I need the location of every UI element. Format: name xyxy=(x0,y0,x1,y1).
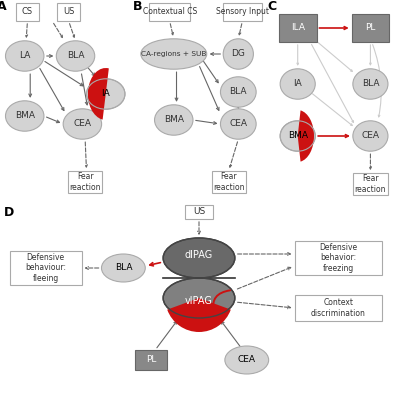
Wedge shape xyxy=(88,68,109,120)
FancyBboxPatch shape xyxy=(279,14,316,42)
Text: IA: IA xyxy=(101,90,110,98)
Ellipse shape xyxy=(223,39,254,69)
Text: Sensory Input: Sensory Input xyxy=(216,8,269,16)
Text: BMA: BMA xyxy=(164,116,184,124)
Ellipse shape xyxy=(353,69,388,99)
Text: Fear
reaction: Fear reaction xyxy=(213,172,244,192)
Ellipse shape xyxy=(353,121,388,151)
Text: BMA: BMA xyxy=(288,132,308,140)
Text: CEA: CEA xyxy=(73,120,92,128)
Text: DG: DG xyxy=(231,50,245,58)
Ellipse shape xyxy=(101,254,145,282)
FancyBboxPatch shape xyxy=(351,14,389,42)
FancyBboxPatch shape xyxy=(185,205,213,219)
Text: BLA: BLA xyxy=(362,80,379,88)
Text: C: C xyxy=(267,0,277,13)
Text: CEA: CEA xyxy=(238,356,256,364)
FancyBboxPatch shape xyxy=(223,3,261,21)
Ellipse shape xyxy=(86,79,125,109)
Ellipse shape xyxy=(280,69,315,99)
Text: Fear
reaction: Fear reaction xyxy=(355,174,386,194)
Text: ILA: ILA xyxy=(291,24,305,32)
Text: CA-regions + SUB: CA-regions + SUB xyxy=(141,51,207,57)
Ellipse shape xyxy=(225,346,269,374)
Ellipse shape xyxy=(154,105,193,135)
Ellipse shape xyxy=(280,121,315,151)
Text: B: B xyxy=(133,0,142,13)
FancyBboxPatch shape xyxy=(295,241,382,275)
Text: D: D xyxy=(4,206,14,219)
FancyBboxPatch shape xyxy=(211,171,246,193)
Ellipse shape xyxy=(6,41,44,71)
Text: US: US xyxy=(193,208,205,216)
FancyBboxPatch shape xyxy=(10,251,82,285)
FancyBboxPatch shape xyxy=(135,350,167,370)
Text: dlPAG: dlPAG xyxy=(185,250,213,260)
Text: CEA: CEA xyxy=(229,120,247,128)
Ellipse shape xyxy=(6,101,44,131)
Text: CS: CS xyxy=(22,8,33,16)
Text: IA: IA xyxy=(293,80,302,88)
Text: BMA: BMA xyxy=(15,112,35,120)
Text: Contextual CS: Contextual CS xyxy=(142,8,197,16)
Wedge shape xyxy=(298,110,314,162)
Ellipse shape xyxy=(220,77,256,107)
FancyBboxPatch shape xyxy=(353,173,388,195)
Text: Fear
reaction: Fear reaction xyxy=(69,172,101,192)
Ellipse shape xyxy=(220,109,256,139)
Text: BLA: BLA xyxy=(230,88,247,96)
Text: vlPAG: vlPAG xyxy=(185,296,213,306)
Ellipse shape xyxy=(63,109,101,139)
FancyBboxPatch shape xyxy=(68,171,102,193)
Ellipse shape xyxy=(141,39,207,69)
FancyBboxPatch shape xyxy=(16,3,39,21)
FancyBboxPatch shape xyxy=(295,295,382,321)
Text: CEA: CEA xyxy=(361,132,379,140)
Text: Context
discrimination: Context discrimination xyxy=(311,298,366,318)
Text: Defensive
behaviour:
fleeing: Defensive behaviour: fleeing xyxy=(25,253,66,283)
Text: PL: PL xyxy=(365,24,376,32)
FancyBboxPatch shape xyxy=(149,3,190,21)
Text: LA: LA xyxy=(19,52,30,60)
Wedge shape xyxy=(167,298,231,332)
Text: BLA: BLA xyxy=(115,264,132,272)
Text: Defensive
behavior:
freezing: Defensive behavior: freezing xyxy=(319,243,357,273)
Text: PL: PL xyxy=(146,356,156,364)
Ellipse shape xyxy=(163,278,235,318)
Ellipse shape xyxy=(56,41,95,71)
Ellipse shape xyxy=(163,238,235,278)
Text: A: A xyxy=(0,0,7,13)
FancyBboxPatch shape xyxy=(57,3,80,21)
Text: BLA: BLA xyxy=(67,52,84,60)
Text: US: US xyxy=(63,8,74,16)
